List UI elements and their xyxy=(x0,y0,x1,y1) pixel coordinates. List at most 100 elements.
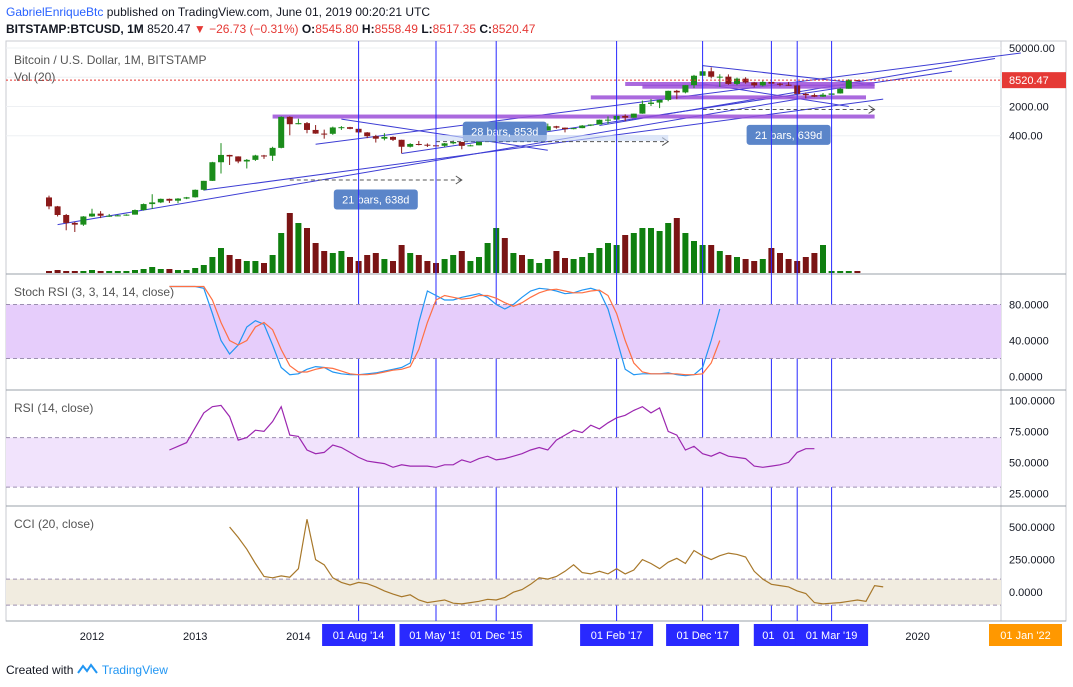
volume-bar xyxy=(458,251,465,273)
volume-bar xyxy=(89,270,95,273)
price-change: −26.73 (−0.31%) xyxy=(209,22,299,36)
candle-body xyxy=(665,90,672,100)
volume-bar xyxy=(226,255,233,273)
volume-bar xyxy=(183,270,190,273)
rsi-tick-label: 50.0000 xyxy=(1009,457,1049,469)
candle-body xyxy=(381,136,388,139)
volume-bar xyxy=(329,253,336,273)
candle-body xyxy=(854,80,861,82)
date-range-badge xyxy=(746,124,831,145)
volume-bar xyxy=(261,263,267,273)
candle-body xyxy=(725,76,732,84)
volume-bar xyxy=(295,223,302,273)
volume-bar xyxy=(622,235,629,273)
volume-bar xyxy=(777,253,783,273)
date-range-badge xyxy=(333,189,418,210)
stoch-tick-label: 40.0000 xyxy=(1009,336,1049,348)
volume-bar xyxy=(218,248,224,273)
candle-body xyxy=(802,93,809,96)
stoch-tick-label: 80.0000 xyxy=(1009,300,1049,312)
candle-body xyxy=(777,83,783,85)
stoch-pane-title: Stoch RSI (3, 3, 14, 14, close) xyxy=(14,285,174,299)
volume-bar xyxy=(54,270,61,273)
candle-body xyxy=(321,133,328,135)
cci-band xyxy=(6,579,1001,606)
candle-body xyxy=(441,143,448,146)
open-label: O: xyxy=(301,22,316,36)
candle-body xyxy=(630,113,637,118)
candle-body xyxy=(312,129,319,134)
candle-body xyxy=(243,159,250,162)
support-zone-6000 xyxy=(642,84,875,89)
date-marker-badge xyxy=(580,624,654,646)
candle-body xyxy=(166,198,173,201)
date-range-label: 28 bars, 853d xyxy=(471,127,538,139)
x-tick-label: 2013 xyxy=(183,631,207,643)
candle-body xyxy=(123,214,130,216)
created-with-text: Created with xyxy=(6,663,74,677)
date-marker-badge xyxy=(795,624,869,646)
last-price-label: 8520.47 xyxy=(1009,75,1049,87)
candle-body xyxy=(372,136,379,139)
volume-bar xyxy=(845,271,852,273)
tradingview-link[interactable]: TradingView xyxy=(101,663,168,677)
volume-bar xyxy=(501,238,508,273)
volume-bar xyxy=(415,255,422,273)
x-tick-label: 2014 xyxy=(286,631,310,643)
candle-body xyxy=(149,202,156,205)
publisher-link[interactable]: GabrielEnriqueBtc xyxy=(6,5,104,19)
volume-bar xyxy=(854,271,861,273)
volume-bar xyxy=(785,259,792,273)
change-arrow-icon: ▼ xyxy=(193,22,206,36)
candle-body xyxy=(63,214,70,223)
candle-body xyxy=(562,127,568,130)
volume-bar xyxy=(424,261,431,273)
candle-body xyxy=(544,126,551,131)
stoch-band xyxy=(6,304,1001,359)
date-marker-badge xyxy=(666,624,740,646)
volume-bar xyxy=(553,251,560,273)
candle-body xyxy=(140,204,147,211)
candle-body xyxy=(304,123,310,130)
cci-tick-label: 500.0000 xyxy=(1009,522,1055,534)
date-marker-badge xyxy=(322,624,396,646)
volume-bar xyxy=(407,253,414,273)
rsi-band xyxy=(6,437,1001,488)
cci-tick-label: 250.0000 xyxy=(1009,555,1055,567)
volume-bar xyxy=(390,261,396,273)
candle-body xyxy=(329,127,336,134)
volume-bar xyxy=(286,213,293,273)
volume-bar xyxy=(97,271,104,273)
date-marker-label: 01 Feb '17 xyxy=(591,630,643,642)
volume-bar xyxy=(596,248,603,273)
volume-bar xyxy=(630,233,637,273)
volume-bar xyxy=(252,261,259,273)
volume-bar xyxy=(759,259,766,273)
volume-bar xyxy=(441,259,448,273)
candle-body xyxy=(751,82,758,86)
candle-body xyxy=(97,213,104,216)
candle-body xyxy=(639,103,646,114)
volume-bar xyxy=(364,255,371,273)
volume-bar xyxy=(114,271,121,273)
candle-body xyxy=(553,126,560,128)
date-range-arrow-icon xyxy=(455,175,463,185)
volume-bar xyxy=(304,228,310,273)
date-range-arrow-icon xyxy=(868,105,876,114)
candle-body xyxy=(820,94,826,97)
candle-body xyxy=(278,116,285,148)
date-range-band xyxy=(436,134,669,141)
date-marker-label: 01 Dec '15 xyxy=(470,630,522,642)
volume-bar xyxy=(338,251,345,273)
candle-body xyxy=(622,115,629,118)
tradingview-logo-icon[interactable] xyxy=(76,663,102,677)
candle-body xyxy=(708,71,715,77)
date-range-label: 21 bars, 638d xyxy=(342,194,409,206)
price-tick-label: 2000.00 xyxy=(1009,101,1049,113)
candle-body xyxy=(200,180,207,190)
volume-bar xyxy=(579,257,586,273)
candle-body xyxy=(648,102,654,104)
volume-bar xyxy=(587,253,594,273)
volume-pane-title: Vol (20) xyxy=(14,70,55,84)
